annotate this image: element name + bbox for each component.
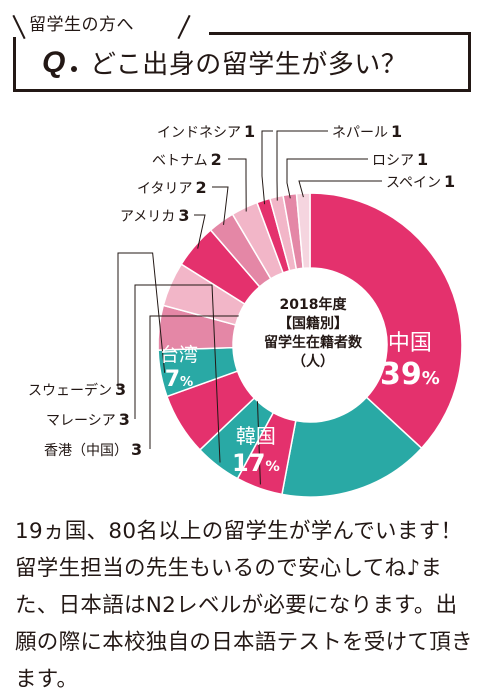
donut-hole [233,268,387,422]
label-china-name: 中国 [387,331,432,356]
header-tag-text: 留学生の方へ [29,15,134,35]
label-vietnam: ベトナム 2 [152,150,222,169]
leader-nepal [276,130,328,201]
label-nepal: ネパール 1 [332,122,403,141]
label-china: 中国 39% [380,325,440,392]
center-year: 2018年度 [279,297,347,313]
leader-indonesia [261,130,273,205]
leader-lines [117,130,382,485]
question-box [13,32,471,92]
label-korea-name: 韓国 [235,424,276,448]
leader-sweden [117,252,166,389]
center-category: 【国籍別】 [278,316,348,332]
label-russia: ロシア 1 [372,150,429,169]
label-taiwan-name: 台湾 [160,344,199,366]
label-malaysia: マレーシア 3 [46,410,130,429]
leader-vietnam [228,158,247,212]
leader-malaysia [134,284,221,463]
label-indonesia: インドネシア 1 [157,122,256,141]
label-sweden: スウェーデン 3 [28,380,127,399]
q-letter: Q [42,46,66,79]
center-title: 留学生在籍者数 [264,335,362,351]
question-text: どこ出身の留学生が多い？ [90,50,408,80]
label-taiwan-pct: 7% [164,367,194,392]
label-korea-pct: 17% [232,449,280,477]
q-dot [71,66,77,72]
label-america: アメリカ 3 [120,206,190,225]
header-tag: 留学生の方へ [9,3,209,40]
leader-russia [286,158,368,199]
label-taiwan: 台湾 7% [160,340,198,392]
label-china-pct: 39% [380,357,440,392]
chart-center-label: 2018年度 【国籍別】 留学生在籍者数 （人） [238,296,388,372]
donut-slices [157,192,463,498]
body-paragraph: 19ヵ国、80名以上の留学生が学んでいます！ 留学生担当の先生もいるので安心して… [15,519,473,692]
center-unit: （人） [292,354,334,370]
label-korea: 韓国 17% [232,420,280,477]
label-spain: スペイン 1 [386,172,456,191]
label-hongkong: 香港（中国） 3 [44,440,143,459]
label-italy: イタリア 2 [137,178,207,197]
leader-spain [298,180,382,198]
leader-italy [212,186,229,225]
leader-america [194,214,206,249]
donut-chart [117,130,463,498]
